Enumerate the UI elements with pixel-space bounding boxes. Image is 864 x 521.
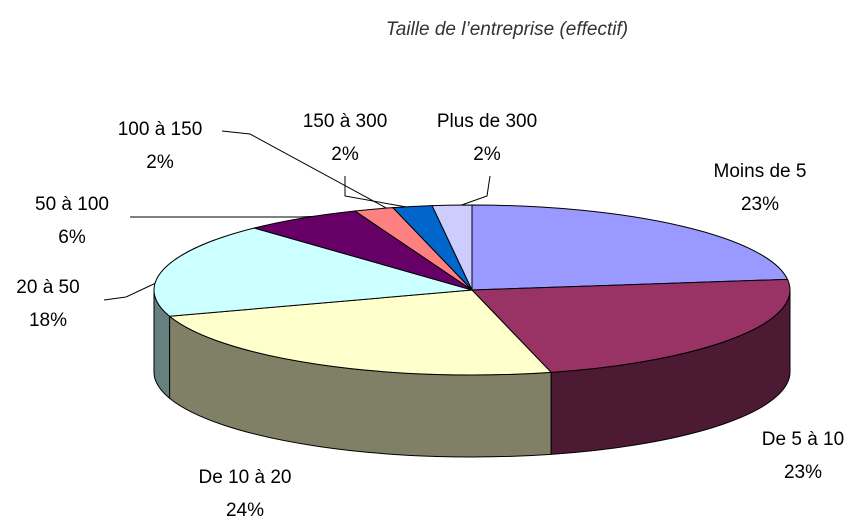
slice — [470, 278, 791, 373]
slice-label: De 5 à 10 — [762, 429, 844, 450]
value-label: 2% — [473, 144, 501, 165]
value-label: 24% — [226, 500, 264, 521]
pie — [153, 204, 791, 458]
leader-line — [344, 176, 413, 209]
value-label: 23% — [741, 194, 779, 215]
value-label: 23% — [784, 462, 822, 483]
slice-label: Plus de 300 — [437, 111, 537, 132]
slice — [431, 204, 473, 291]
slice — [168, 289, 553, 376]
slice-label: De 10 à 20 — [199, 467, 292, 488]
slice-label: 150 à 300 — [303, 111, 388, 132]
slice — [252, 210, 473, 291]
slice-label: 50 à 100 — [35, 194, 109, 215]
value-label: 2% — [331, 144, 359, 165]
slice-label: 100 à 150 — [118, 119, 203, 140]
value-label: 2% — [146, 152, 174, 173]
value-label: 6% — [58, 227, 86, 248]
chart-title: Taille de l’entreprise (effectif) — [386, 19, 628, 40]
slice-label: Moins de 5 — [714, 161, 807, 182]
slice — [153, 227, 473, 317]
slice-label: 20 à 50 — [16, 277, 79, 298]
slice — [471, 204, 789, 291]
leader-line — [221, 130, 389, 210]
leader-line — [103, 281, 159, 301]
leader-line — [455, 175, 491, 208]
value-label: 18% — [29, 310, 67, 331]
